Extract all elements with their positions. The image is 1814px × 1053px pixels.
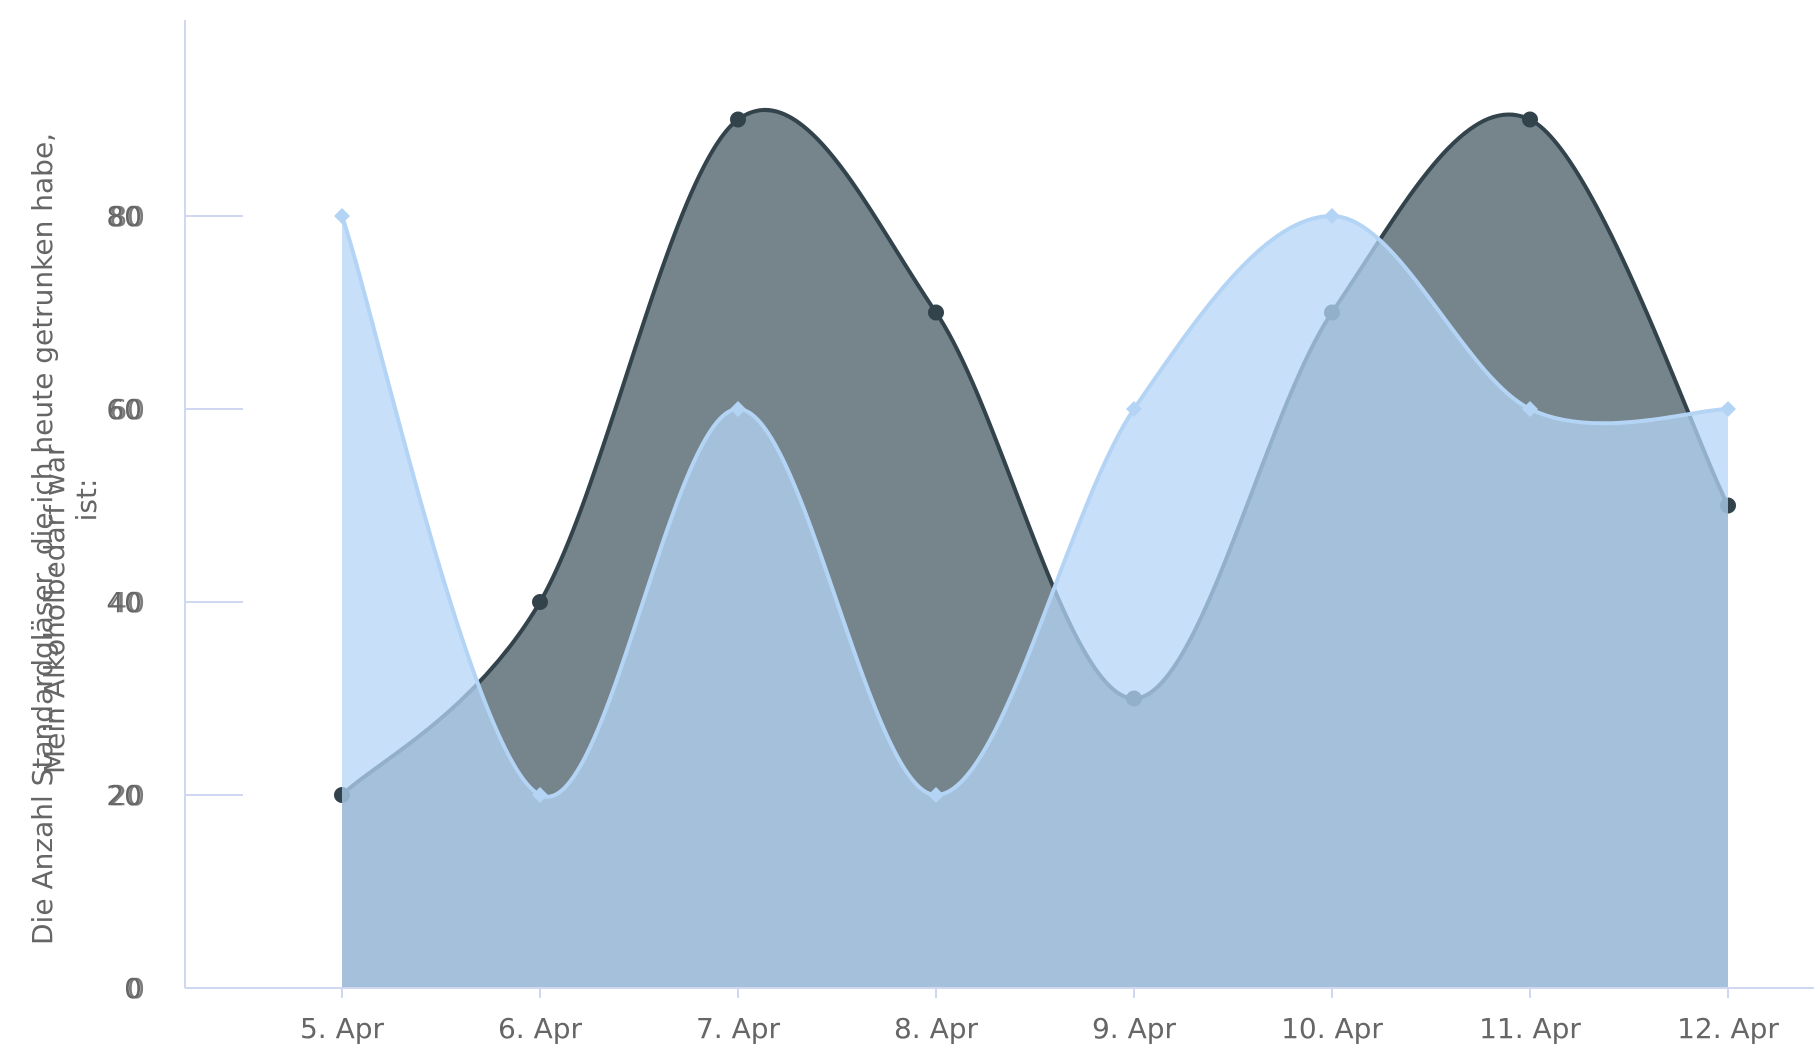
series-layer — [334, 108, 1736, 988]
series-2-point — [730, 401, 746, 417]
y-tick-label-left: 60 — [106, 393, 142, 426]
x-tick-label: 9. Apr — [1092, 1012, 1177, 1045]
series-1-point — [730, 111, 746, 128]
series-1-point — [532, 594, 548, 610]
series-2-area — [342, 216, 1728, 988]
series-2-point — [928, 787, 944, 803]
x-tick-label: 12. Apr — [1677, 1012, 1779, 1045]
series-2-point — [1522, 401, 1538, 417]
y-tick-label-right: 60 — [109, 393, 145, 426]
y-axis-title-secondary: Mein Alkoholbedarf war — [38, 444, 71, 774]
x-tick-label: 10. Apr — [1281, 1012, 1383, 1045]
series-1-line — [340, 108, 1730, 797]
y-tick-label-right: 0 — [127, 972, 145, 1005]
x-tick-label: 5. Apr — [300, 1012, 385, 1045]
label-layer: Die Anzahl Standardgläser, die ich heute… — [26, 133, 103, 945]
y-tick-label-right: 20 — [109, 779, 145, 812]
y-tick-label-left: 20 — [106, 779, 142, 812]
x-tick-label: 11. Apr — [1479, 1012, 1581, 1045]
series-2-point — [1720, 401, 1736, 417]
series-2-point — [1324, 208, 1340, 224]
y-tick-label-left: 80 — [106, 200, 142, 233]
y-tick-label-right: 80 — [109, 200, 145, 233]
y-tick-label-right: 40 — [109, 586, 145, 619]
series-2-point — [1126, 401, 1142, 417]
series-1-point — [928, 304, 944, 321]
y-tick-label-left: 0 — [124, 972, 142, 1005]
series-2-point — [532, 787, 548, 803]
x-tick-label: 8. Apr — [894, 1012, 979, 1045]
series-1-point — [1522, 111, 1538, 128]
x-tick-label: 7. Apr — [696, 1012, 781, 1045]
axis-layer — [184, 20, 1814, 989]
y-tick-label-left: 40 — [106, 586, 142, 619]
series-2 — [334, 208, 1736, 988]
y-axis-title-secondary-suffix: ist: — [70, 479, 103, 522]
series-2-point — [334, 208, 350, 224]
y-axis-title-primary: Die Anzahl Standardgläser, die ich heute… — [26, 133, 59, 945]
x-tick-label: 6. Apr — [498, 1012, 583, 1045]
